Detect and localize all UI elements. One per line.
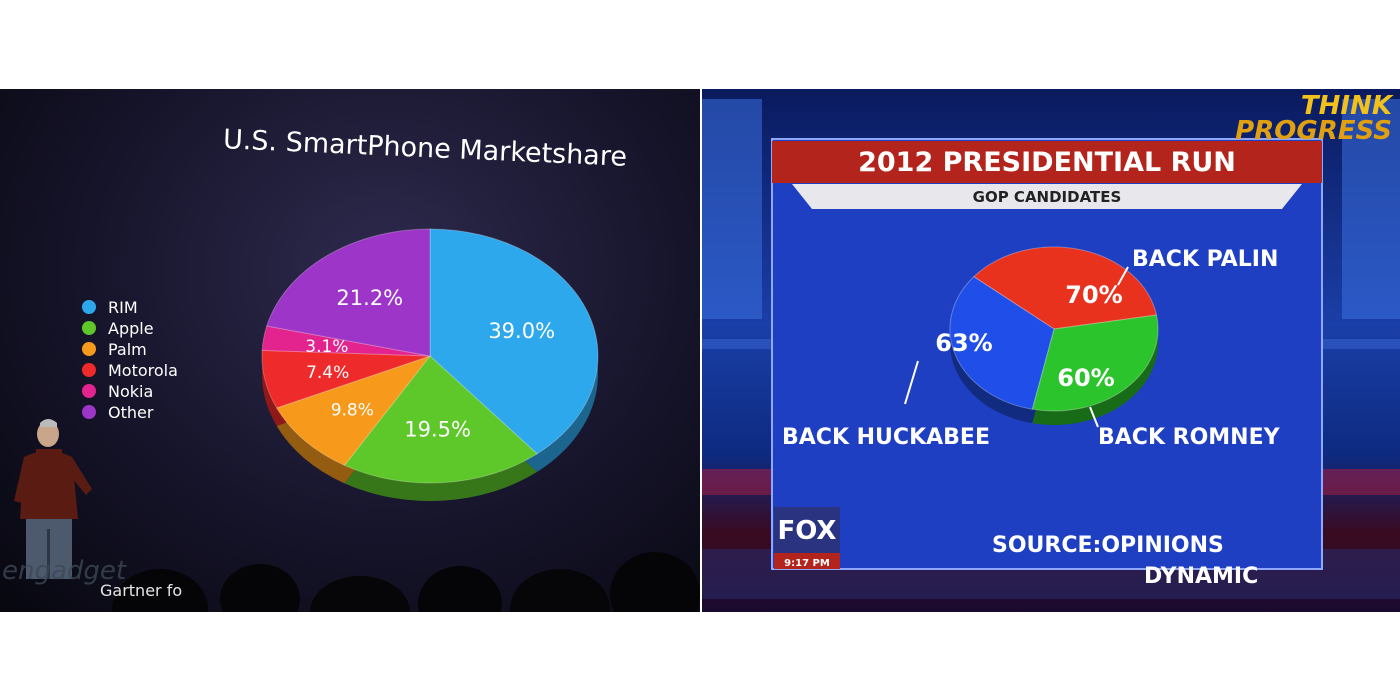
thinkprogress-watermark: THINK PROGRESS	[1235, 91, 1394, 146]
pie-value-back-huckabee: 63%	[935, 329, 992, 357]
legend-swatch-apple	[82, 321, 96, 335]
source-line-2: DYNAMIC	[1144, 564, 1258, 589]
label-back-romney: BACK ROMNEY	[1098, 425, 1281, 450]
pie-label-rim: 39.0%	[488, 319, 555, 343]
pie-slice-other	[266, 228, 431, 357]
pie-slice-motorola	[261, 349, 431, 409]
pie-label-nokia: 3.1%	[305, 337, 348, 357]
legend-label-apple: Apple	[108, 319, 154, 338]
legend-label-nokia: Nokia	[108, 382, 153, 401]
source-footer: Gartner fo	[100, 581, 182, 600]
legend-label-motorola: Motorola	[108, 361, 178, 380]
legend-swatch-other	[82, 405, 96, 419]
engadget-watermark: engadget	[2, 556, 127, 586]
chart-title: U.S. SmartPhone Marketshare	[222, 124, 627, 173]
romney-leader-line	[1089, 406, 1099, 428]
legend-swatch-rim	[82, 300, 96, 314]
pie-label-other: 21.2%	[336, 286, 403, 310]
fox-logo-text: FOX	[778, 516, 837, 546]
audience-silhouettes	[112, 552, 700, 612]
legend-swatch-nokia	[82, 384, 96, 398]
fox-news-logo: FOX 9:17 PM	[774, 507, 840, 569]
pie-slice-back-romney	[1031, 314, 1159, 412]
keynote-slide-panel: U.S. SmartPhone Marketshare 39.0% 19.5% 9.…	[0, 89, 700, 612]
source-line-1: SOURCE:OPINIONS	[992, 533, 1224, 558]
pie-value-back-romney: 60%	[1057, 364, 1114, 392]
legend-label-rim: RIM	[108, 298, 138, 317]
legend-swatch-motorola	[82, 363, 96, 377]
pie-slice-rim	[429, 228, 599, 455]
title-banner	[772, 141, 1322, 183]
legend-label-other: Other	[108, 403, 154, 422]
chart-legend: RIM Apple Palm Motorola Nokia Other	[82, 298, 178, 422]
presidential-run-chart: 2012 PRESIDENTIAL RUN GOP CANDIDATES 70%…	[702, 91, 1400, 599]
huckabee-leader-line	[904, 360, 919, 405]
broadcast-time: 9:17 PM	[784, 558, 830, 569]
fox-news-panel: 2012 PRESIDENTIAL RUN GOP CANDIDATES 70%…	[702, 89, 1400, 612]
pie-slice-apple	[343, 355, 538, 484]
smartphone-marketshare-chart: U.S. SmartPhone Marketshare 39.0% 19.5% 9.…	[2, 124, 700, 612]
watermark-line-1: THINK	[1301, 91, 1394, 121]
chart-subtitle: GOP CANDIDATES	[973, 188, 1122, 206]
pie-value-back-palin: 70%	[1065, 281, 1122, 309]
legend-label-palm: Palm	[108, 340, 147, 359]
presenter-figure	[14, 419, 92, 579]
pie-label-motorola: 7.4%	[306, 363, 349, 383]
pie-slice-back-huckabee	[949, 276, 1055, 410]
subtitle-banner	[792, 184, 1302, 209]
pie-label-palm: 9.8%	[331, 400, 374, 420]
label-back-palin: BACK PALIN	[1132, 247, 1278, 272]
label-back-huckabee: BACK HUCKABEE	[782, 425, 990, 450]
pie-slice-nokia	[261, 325, 431, 357]
pie-label-apple: 19.5%	[404, 417, 471, 441]
palin-leader-line	[1117, 266, 1129, 286]
pie-slice-back-palin	[973, 246, 1158, 330]
watermark-line-2: PROGRESS	[1235, 116, 1392, 146]
chart-title: 2012 PRESIDENTIAL RUN	[858, 147, 1236, 178]
legend-swatch-palm	[82, 342, 96, 356]
pie-slice-palm	[275, 354, 432, 466]
